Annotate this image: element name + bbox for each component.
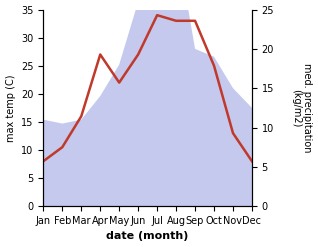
Y-axis label: med. precipitation
(kg/m2): med. precipitation (kg/m2) <box>291 63 313 153</box>
X-axis label: date (month): date (month) <box>107 231 189 242</box>
Y-axis label: max temp (C): max temp (C) <box>5 74 16 142</box>
